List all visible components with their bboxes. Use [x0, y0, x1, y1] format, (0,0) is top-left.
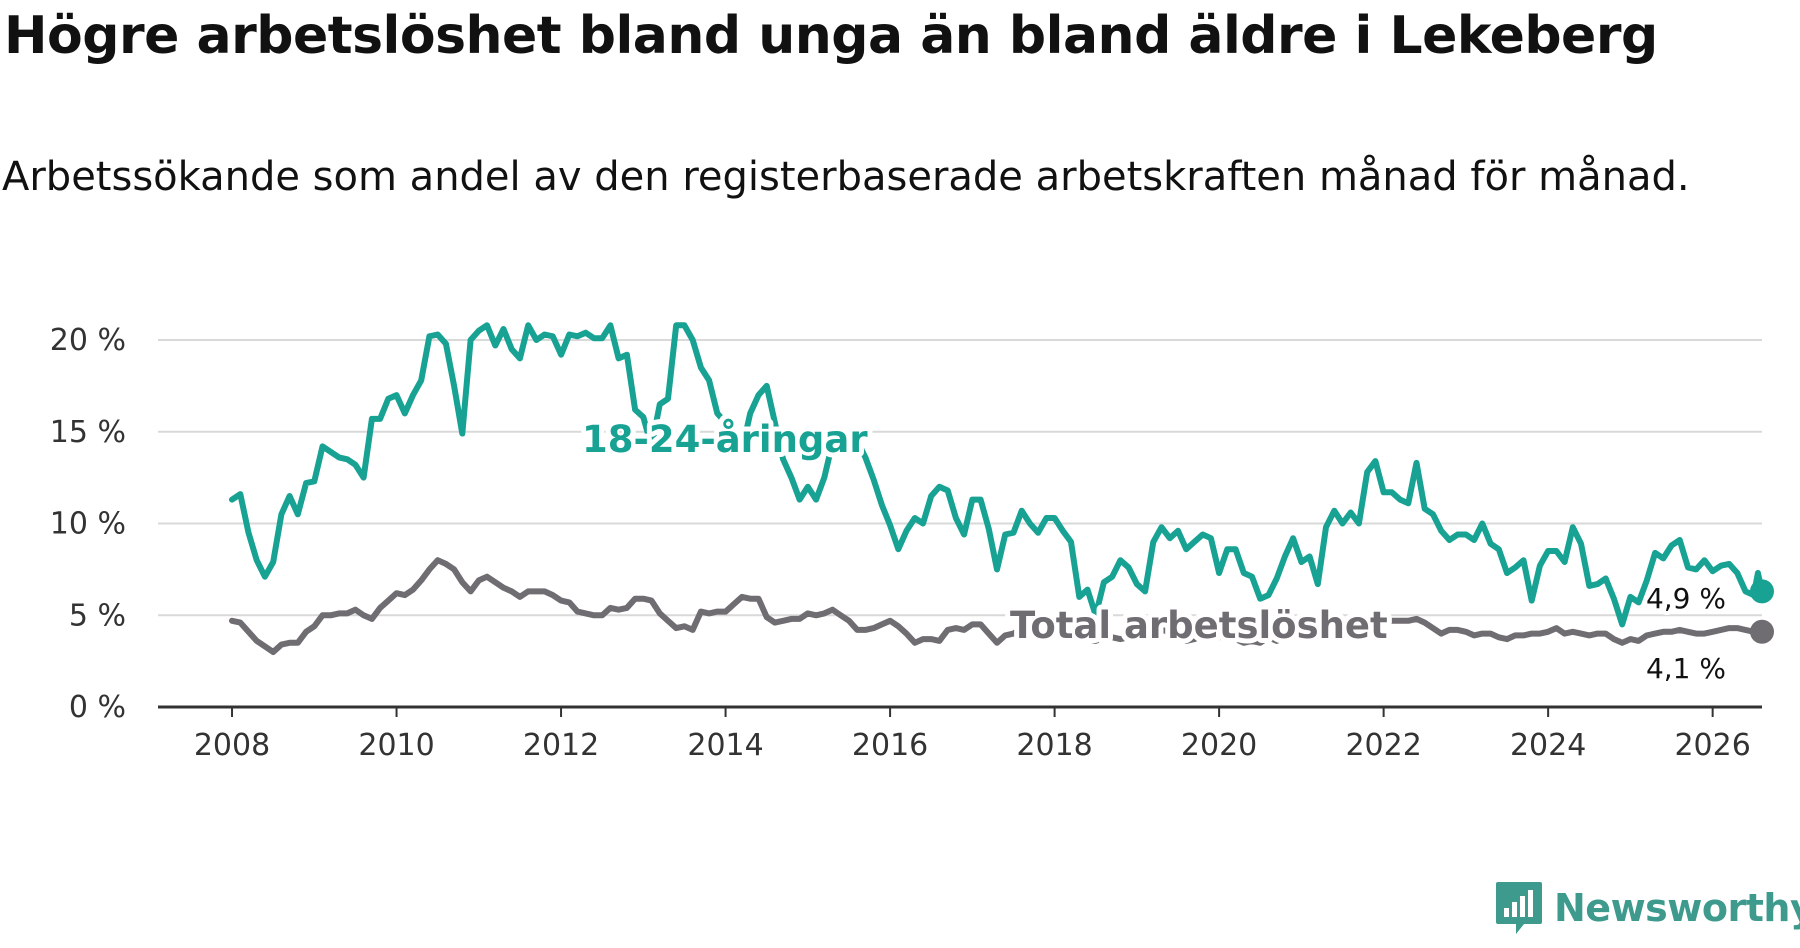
y-tick-label: 5 %: [69, 598, 126, 633]
x-tick-label: 2020: [1181, 728, 1257, 763]
newsworthy-logo-icon: [1496, 882, 1542, 934]
x-axis: 2008 2010 2012 2014 2016 2018 2020 2022 2024 2026: [194, 707, 1751, 763]
y-axis: 0 % 5 % 10 % 15 % 20 %: [50, 323, 126, 725]
y-tick-label: 10 %: [50, 507, 126, 542]
series-label-total: Total arbetslöshet: [1010, 604, 1388, 647]
end-point-18-24: [1750, 579, 1774, 604]
y-tick-label: 15 %: [50, 415, 126, 450]
chart-title: Högre arbetslöshet bland unga än bland ä…: [4, 6, 1658, 66]
x-tick-label: 2016: [852, 728, 928, 763]
x-tick-label: 2024: [1510, 728, 1586, 763]
x-tick-label: 2012: [523, 728, 599, 763]
newsworthy-brand: Newsworthy: [1494, 880, 1800, 936]
series-lines: [229, 322, 1774, 655]
series-line-total: [229, 557, 1765, 655]
x-tick-label: 2014: [687, 728, 763, 763]
chart-subtitle: Arbetssökande som andel av den registerb…: [2, 154, 1690, 200]
series-label-18-24: 18-24-åringar: [582, 418, 868, 461]
series-label-total-halo: Total arbetslöshet: [1010, 604, 1388, 647]
end-point-total: [1750, 619, 1774, 644]
x-tick-label: 2008: [194, 728, 270, 763]
x-tick-label: 2018: [1016, 728, 1092, 763]
end-label-total-halo: 4,1 %: [1646, 652, 1726, 685]
newsworthy-wordmark: Newsworthy: [1554, 886, 1800, 930]
series-label-18-24-halo: 18-24-åringar: [582, 418, 868, 461]
end-label-18-24-halo: 4,9 %: [1646, 582, 1726, 615]
end-label-18-24: 4,9 %: [1646, 582, 1726, 615]
series-line-18-24: [229, 322, 1765, 628]
x-tick-label: 2026: [1674, 728, 1750, 763]
end-label-total: 4,1 %: [1646, 652, 1726, 685]
x-tick-label: 2010: [358, 728, 434, 763]
y-tick-label: 0 %: [69, 690, 126, 725]
line-chart: 0 %5 %10 %15 %20 % 2008 2010 2012 2014 2016 2…: [50, 322, 1774, 763]
x-tick-label: 2022: [1345, 728, 1421, 763]
y-tick-label: 20 %: [50, 323, 126, 358]
